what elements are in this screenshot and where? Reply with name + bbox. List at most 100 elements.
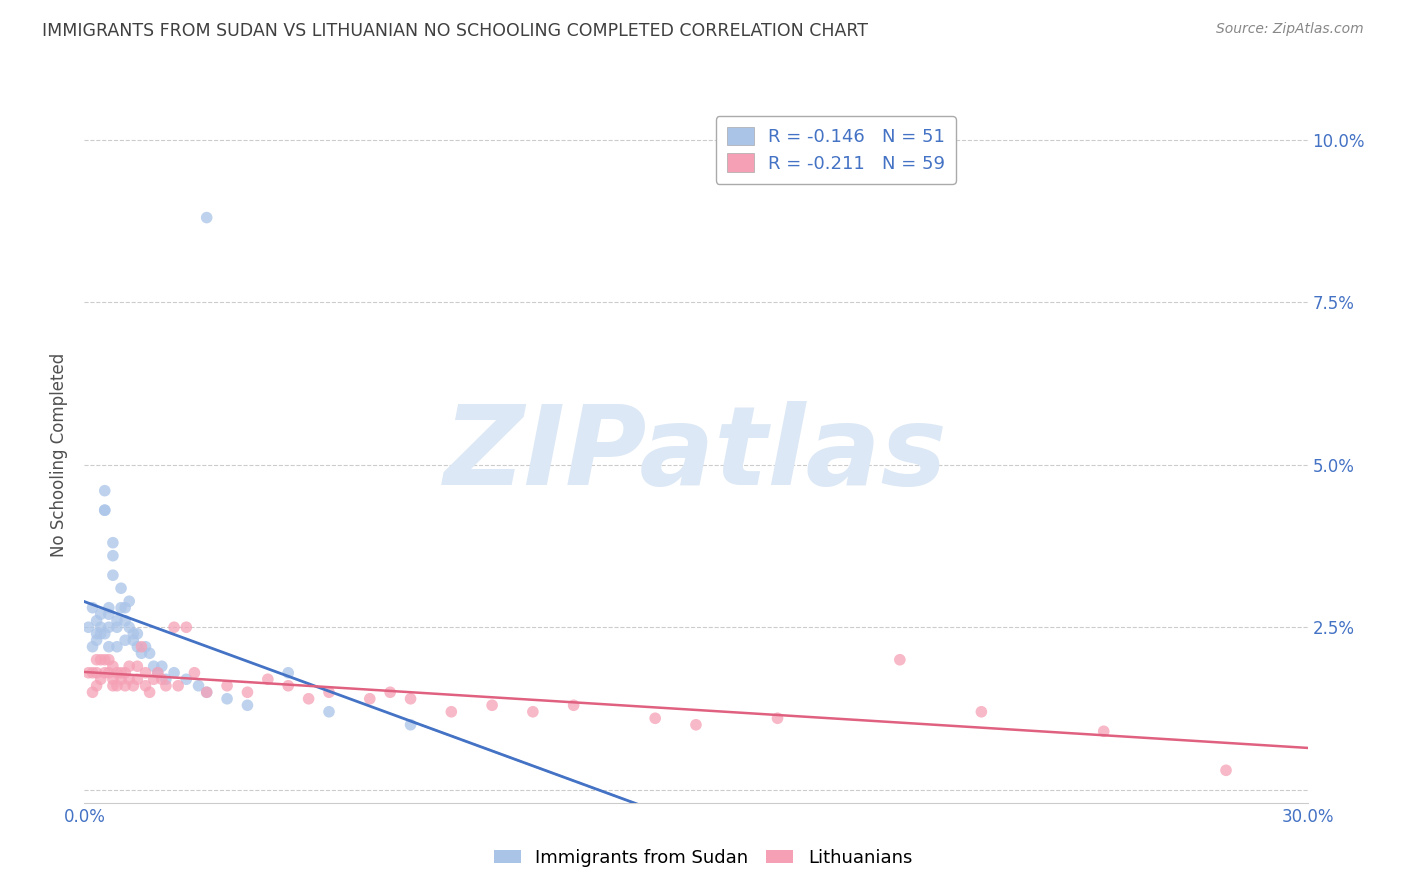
- Point: [440, 705, 463, 719]
- Point: [105, 620, 128, 634]
- Point: [257, 672, 280, 686]
- Point: [522, 705, 544, 719]
- Point: [93, 503, 117, 517]
- Point: [217, 679, 239, 693]
- Point: [86, 614, 108, 628]
- Legend: Immigrants from Sudan, Lithuanians: Immigrants from Sudan, Lithuanians: [486, 842, 920, 874]
- Point: [236, 685, 259, 699]
- Point: [142, 659, 165, 673]
- Point: [82, 665, 104, 680]
- Point: [97, 665, 120, 680]
- Point: [93, 653, 117, 667]
- Point: [277, 679, 299, 693]
- Point: [86, 679, 108, 693]
- Point: [110, 672, 132, 686]
- Point: [644, 711, 666, 725]
- Y-axis label: No Schooling Completed: No Schooling Completed: [51, 353, 69, 557]
- Point: [359, 691, 381, 706]
- Point: [105, 614, 128, 628]
- Point: [90, 607, 112, 622]
- Point: [101, 659, 124, 673]
- Point: [176, 672, 198, 686]
- Point: [187, 679, 209, 693]
- Point: [97, 640, 120, 654]
- Point: [380, 685, 402, 699]
- Point: [90, 672, 112, 686]
- Point: [1092, 724, 1115, 739]
- Point: [399, 718, 422, 732]
- Point: [93, 503, 117, 517]
- Point: [155, 672, 177, 686]
- Point: [101, 535, 124, 549]
- Point: [110, 581, 132, 595]
- Point: [318, 705, 340, 719]
- Point: [77, 665, 100, 680]
- Point: [105, 640, 128, 654]
- Point: [118, 659, 141, 673]
- Point: [101, 568, 124, 582]
- Point: [118, 672, 141, 686]
- Point: [135, 679, 157, 693]
- Point: [82, 640, 104, 654]
- Text: ZIPatlas: ZIPatlas: [444, 401, 948, 508]
- Point: [155, 679, 177, 693]
- Point: [127, 626, 149, 640]
- Point: [82, 600, 104, 615]
- Point: [114, 600, 136, 615]
- Point: [889, 653, 911, 667]
- Point: [118, 620, 141, 634]
- Point: [150, 672, 173, 686]
- Point: [970, 705, 993, 719]
- Point: [93, 626, 117, 640]
- Point: [118, 594, 141, 608]
- Point: [146, 665, 169, 680]
- Point: [766, 711, 789, 725]
- Point: [298, 691, 321, 706]
- Point: [86, 626, 108, 640]
- Point: [93, 665, 117, 680]
- Point: [163, 620, 186, 634]
- Point: [114, 614, 136, 628]
- Point: [90, 626, 112, 640]
- Point: [146, 665, 169, 680]
- Point: [86, 665, 108, 680]
- Point: [77, 620, 100, 634]
- Legend: R = -0.146   N = 51, R = -0.211   N = 59: R = -0.146 N = 51, R = -0.211 N = 59: [716, 116, 956, 184]
- Point: [236, 698, 259, 713]
- Point: [105, 665, 128, 680]
- Point: [138, 646, 160, 660]
- Point: [1215, 764, 1237, 778]
- Point: [114, 679, 136, 693]
- Point: [195, 211, 218, 225]
- Point: [90, 653, 112, 667]
- Point: [135, 665, 157, 680]
- Point: [101, 672, 124, 686]
- Point: [318, 685, 340, 699]
- Point: [142, 672, 165, 686]
- Point: [176, 620, 198, 634]
- Point: [127, 672, 149, 686]
- Point: [195, 685, 218, 699]
- Point: [127, 640, 149, 654]
- Point: [135, 640, 157, 654]
- Point: [685, 718, 707, 732]
- Point: [217, 691, 239, 706]
- Point: [562, 698, 585, 713]
- Point: [122, 679, 145, 693]
- Point: [97, 620, 120, 634]
- Point: [101, 549, 124, 563]
- Point: [90, 620, 112, 634]
- Point: [110, 665, 132, 680]
- Point: [110, 600, 132, 615]
- Point: [86, 653, 108, 667]
- Point: [114, 633, 136, 648]
- Point: [277, 665, 299, 680]
- Point: [163, 665, 186, 680]
- Point: [195, 685, 218, 699]
- Text: Source: ZipAtlas.com: Source: ZipAtlas.com: [1216, 22, 1364, 37]
- Text: IMMIGRANTS FROM SUDAN VS LITHUANIAN NO SCHOOLING COMPLETED CORRELATION CHART: IMMIGRANTS FROM SUDAN VS LITHUANIAN NO S…: [42, 22, 868, 40]
- Point: [105, 679, 128, 693]
- Point: [138, 685, 160, 699]
- Point: [131, 646, 153, 660]
- Point: [97, 600, 120, 615]
